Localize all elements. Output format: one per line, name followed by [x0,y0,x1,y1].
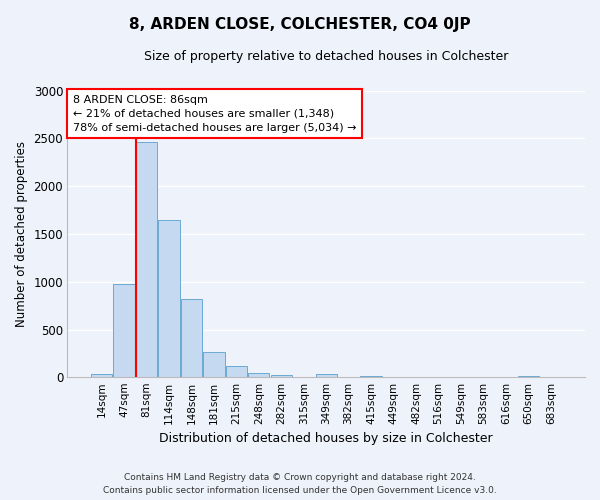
Bar [113,284,134,378]
Bar [181,299,202,378]
Text: 8, ARDEN CLOSE, COLCHESTER, CO4 0JP: 8, ARDEN CLOSE, COLCHESTER, CO4 0JP [129,18,471,32]
Bar [248,373,269,378]
Title: Size of property relative to detached houses in Colchester: Size of property relative to detached ho… [144,50,508,63]
Bar [136,142,157,378]
Bar [226,366,247,378]
Text: 8 ARDEN CLOSE: 86sqm
← 21% of detached houses are smaller (1,348)
78% of semi-de: 8 ARDEN CLOSE: 86sqm ← 21% of detached h… [73,95,356,133]
Text: Contains HM Land Registry data © Crown copyright and database right 2024.
Contai: Contains HM Land Registry data © Crown c… [103,474,497,495]
Y-axis label: Number of detached properties: Number of detached properties [15,141,28,327]
X-axis label: Distribution of detached houses by size in Colchester: Distribution of detached houses by size … [160,432,493,445]
Bar [203,352,224,378]
Bar [158,220,179,378]
Bar [271,374,292,378]
Bar [316,374,337,378]
Bar [518,376,539,378]
Bar [361,376,382,378]
Bar [91,374,112,378]
